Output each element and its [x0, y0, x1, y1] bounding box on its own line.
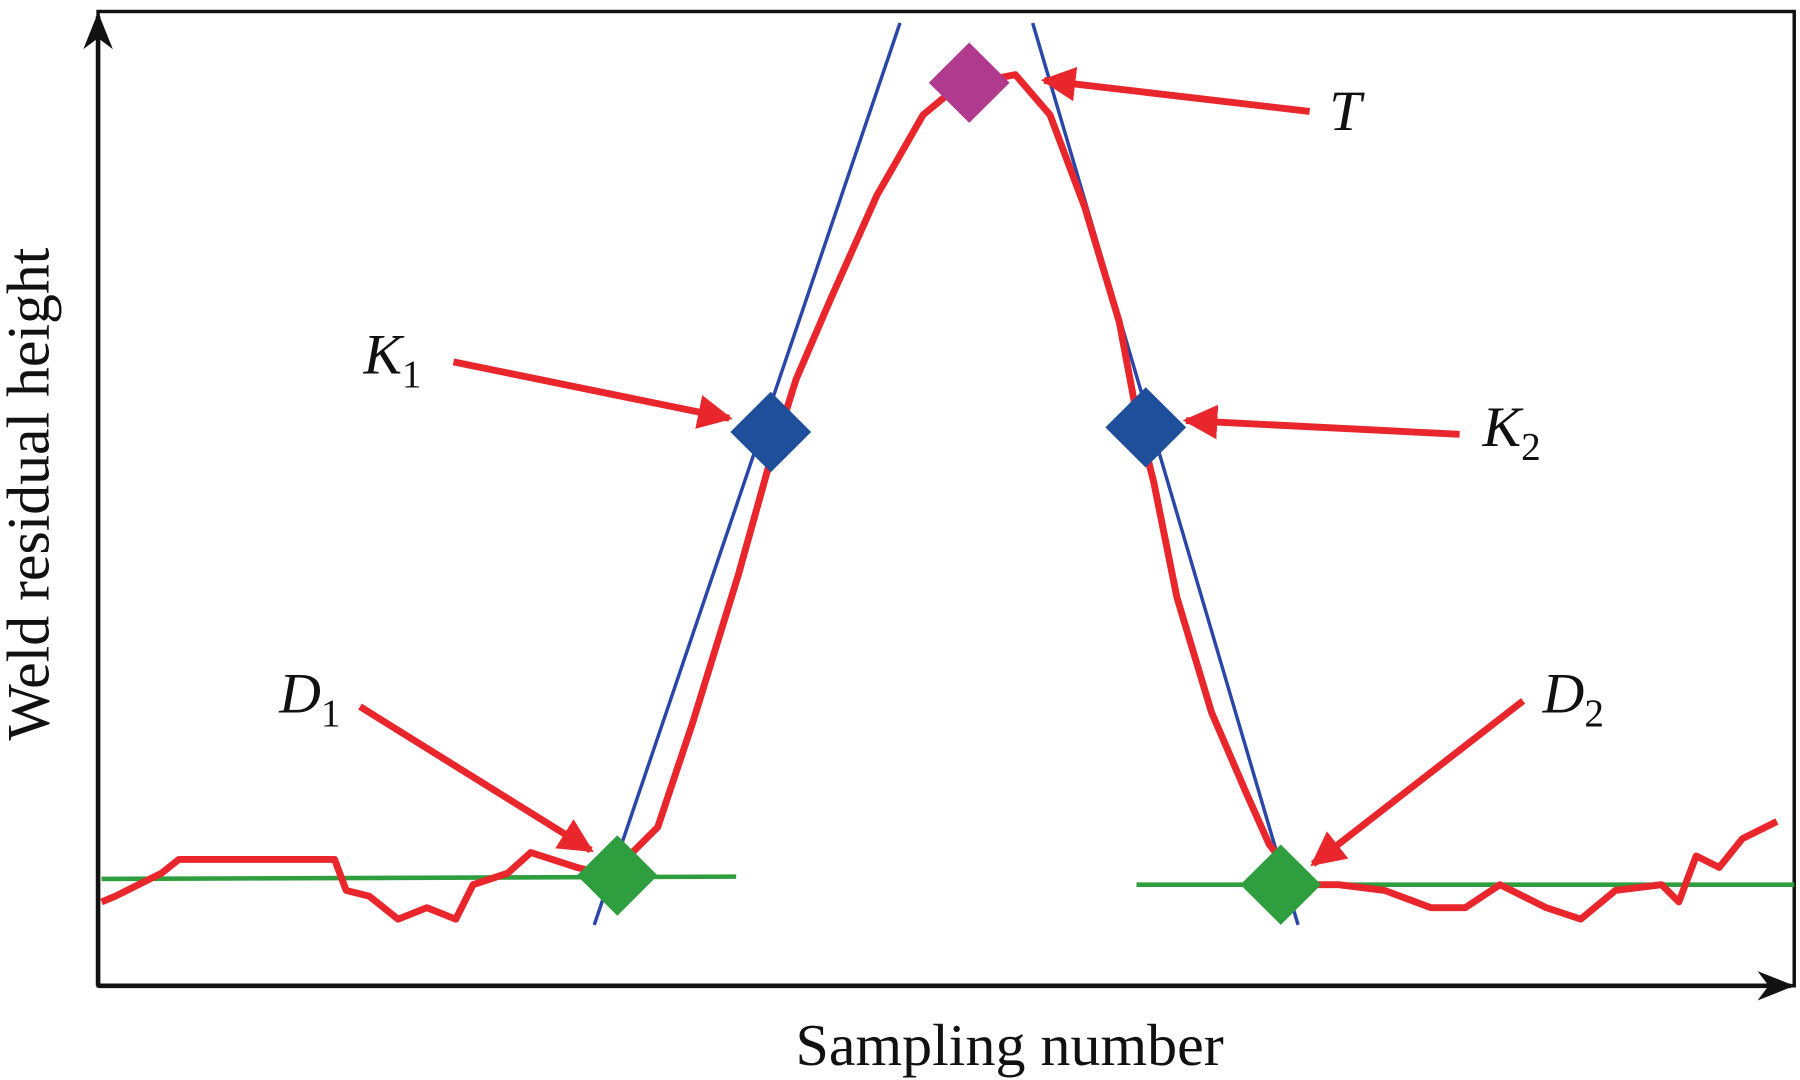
toe-marker	[576, 835, 658, 916]
knee-marker	[730, 391, 812, 473]
label-subscript: 2	[1584, 692, 1604, 735]
weld-profile	[100, 71, 1779, 923]
label-name: K	[362, 324, 404, 387]
knee-marker	[1105, 387, 1187, 468]
point-label: D1	[278, 662, 340, 735]
peak-marker	[928, 42, 1010, 123]
label-name: T	[1329, 80, 1365, 143]
arrow	[1182, 404, 1460, 440]
slope-fit	[592, 22, 902, 926]
label-subscript: 1	[402, 353, 422, 396]
label-name: D	[278, 662, 321, 725]
point-label: T	[1329, 80, 1365, 143]
x-axis-label: Sampling number	[796, 1012, 1224, 1078]
arrow	[1040, 66, 1311, 115]
label-name: D	[1542, 662, 1585, 725]
point-label: D2	[1542, 662, 1604, 735]
arrow	[358, 703, 594, 854]
label-subscript: 2	[1521, 426, 1541, 469]
slope-fit	[1031, 22, 1300, 926]
toe-marker	[1240, 844, 1322, 925]
y-axis-label: Weld residual height	[0, 247, 61, 740]
point-label: K1	[362, 324, 421, 397]
arrow	[1310, 698, 1526, 867]
point-label: K2	[1482, 396, 1541, 469]
label-subscript: 1	[321, 692, 341, 735]
label-name: K	[1482, 396, 1524, 459]
plot-frame	[96, 9, 1796, 988]
arrow	[452, 358, 733, 429]
